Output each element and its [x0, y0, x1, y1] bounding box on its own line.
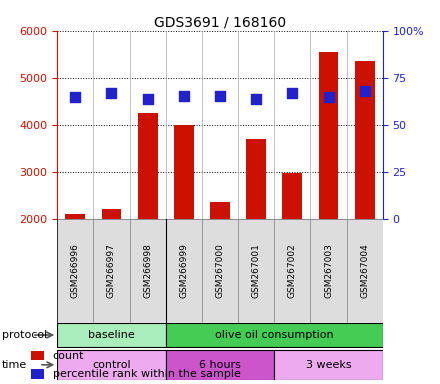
Text: percentile rank within the sample: percentile rank within the sample	[53, 369, 241, 379]
Bar	[274, 350, 383, 379]
Bar	[311, 219, 347, 323]
Text: GSM266999: GSM266999	[180, 243, 188, 298]
Point	[72, 94, 79, 100]
Text: olive oil consumption: olive oil consumption	[215, 330, 334, 340]
Bar	[166, 323, 383, 347]
Bar	[319, 52, 338, 313]
Text: GSM267003: GSM267003	[324, 243, 333, 298]
Bar	[202, 219, 238, 323]
Bar	[355, 61, 375, 313]
Text: GSM267000: GSM267000	[216, 243, 224, 298]
Bar	[238, 219, 274, 323]
Point	[325, 94, 332, 100]
Text: 6 hours: 6 hours	[199, 360, 241, 370]
Bar	[210, 202, 230, 313]
Bar	[282, 173, 302, 313]
Point	[253, 96, 260, 102]
Bar	[93, 219, 129, 323]
Text: count: count	[53, 351, 84, 361]
Bar	[166, 350, 274, 379]
Text: protocol: protocol	[2, 330, 48, 340]
Text: control: control	[92, 360, 131, 370]
Bar	[31, 351, 44, 360]
Point	[289, 90, 296, 96]
Bar	[246, 139, 266, 313]
Text: 3 weeks: 3 weeks	[306, 360, 352, 370]
Point	[108, 90, 115, 96]
Text: GSM267004: GSM267004	[360, 243, 369, 298]
Text: GSM266997: GSM266997	[107, 243, 116, 298]
Bar	[129, 219, 166, 323]
Text: GSM267001: GSM267001	[252, 243, 260, 298]
Bar	[31, 369, 44, 379]
Bar	[274, 219, 311, 323]
Text: GSM267002: GSM267002	[288, 243, 297, 298]
Text: GSM266996: GSM266996	[71, 243, 80, 298]
Text: GDS3691 / 168160: GDS3691 / 168160	[154, 15, 286, 29]
Bar	[166, 219, 202, 323]
Point	[361, 88, 368, 94]
Text: time: time	[2, 360, 27, 370]
Bar	[102, 210, 121, 313]
Text: baseline: baseline	[88, 330, 135, 340]
Bar	[57, 323, 166, 347]
Point	[216, 93, 224, 99]
Point	[180, 93, 187, 99]
Bar	[57, 219, 93, 323]
Bar	[57, 350, 166, 379]
Bar	[138, 113, 158, 313]
Point	[144, 96, 151, 102]
Bar	[174, 125, 194, 313]
Bar	[347, 219, 383, 323]
Bar	[66, 214, 85, 313]
Text: GSM266998: GSM266998	[143, 243, 152, 298]
